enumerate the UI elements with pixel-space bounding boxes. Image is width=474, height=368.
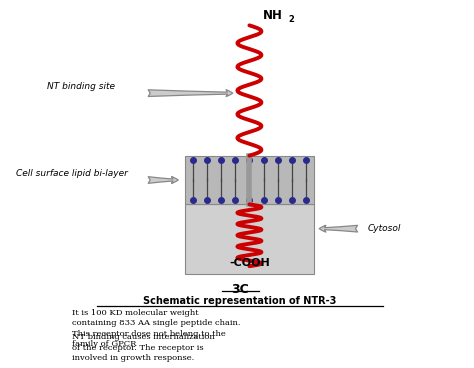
Text: It is 100 KD molecular weight
containing 833 AA single peptide chain.
This recep: It is 100 KD molecular weight containing… (72, 309, 240, 348)
Text: Schematic representation of NTR-3: Schematic representation of NTR-3 (144, 297, 337, 307)
Text: NT binding site: NT binding site (47, 82, 115, 91)
Text: Cytosol: Cytosol (367, 224, 401, 233)
Text: NH: NH (263, 9, 283, 22)
Bar (185, 204, 314, 274)
Text: 3C: 3C (231, 283, 249, 296)
Text: NT binding causes internalization
of the receptor. The receptor is
involved in g: NT binding causes internalization of the… (72, 333, 214, 362)
Text: Cell surface lipid bi-layer: Cell surface lipid bi-layer (16, 169, 128, 178)
Text: 2: 2 (289, 15, 294, 24)
Text: -COOH: -COOH (229, 258, 270, 268)
Bar (185, 156, 314, 204)
